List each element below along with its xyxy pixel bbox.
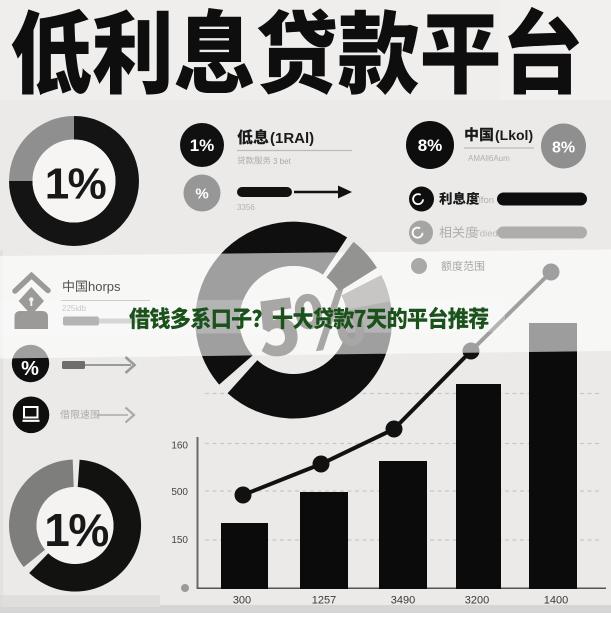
svg-text:8%: 8% [552,140,575,157]
svg-text:horps: horps [88,279,121,294]
svg-text:150: 150 [171,535,188,546]
svg-text:1400: 1400 [544,595,568,607]
svg-text:1%: 1% [44,504,108,556]
svg-text:225idb: 225idb [62,304,87,313]
svg-text:Jlfon: Jlfon [474,195,494,206]
svg-text:300: 300 [233,595,251,607]
svg-text:(Lkol): (Lkol) [495,127,533,143]
svg-text:%: % [195,186,208,203]
svg-text:3490: 3490 [391,595,415,607]
svg-text:8%: 8% [418,136,443,155]
svg-text:3356: 3356 [237,203,255,212]
svg-text:3 bet: 3 bet [273,157,292,166]
svg-text:1257: 1257 [312,595,336,607]
svg-text:3200: 3200 [465,595,489,607]
svg-text:(1RAl): (1RAl) [270,130,314,147]
svg-text:AMAll6Aum: AMAll6Aum [468,154,510,163]
svg-text:Tdied: Tdied [474,229,498,240]
svg-text:1%: 1% [190,136,215,155]
svg-text:500: 500 [171,487,188,498]
svg-text:160: 160 [171,441,188,452]
svg-text:%: % [21,358,39,380]
svg-text:1%: 1% [45,160,106,209]
